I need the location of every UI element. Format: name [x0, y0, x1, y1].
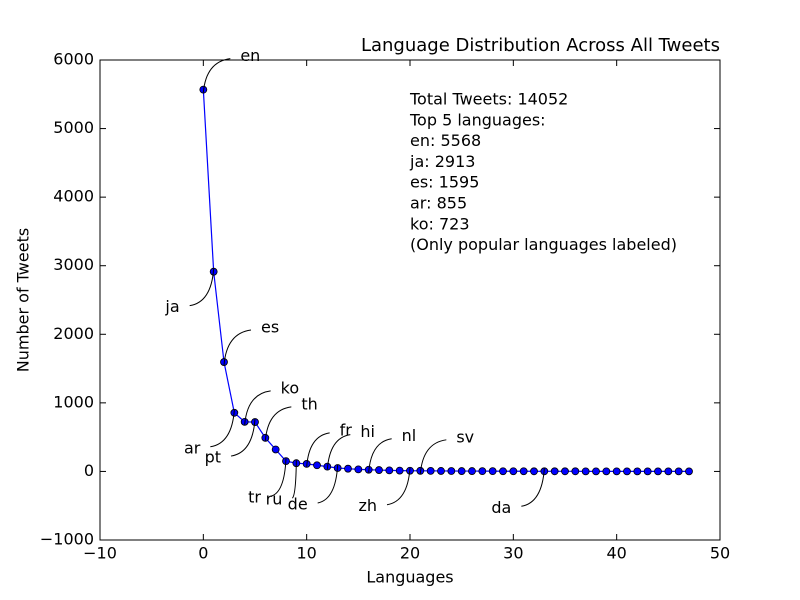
data-point — [488, 467, 497, 476]
annotation-label: en — [240, 46, 260, 65]
data-point — [437, 467, 445, 475]
data-point — [313, 461, 321, 470]
data-point — [468, 467, 476, 475]
annotation-label: nl — [402, 426, 417, 445]
x-axis-label: Languages — [366, 568, 453, 587]
annotation-label: ja — [164, 297, 179, 316]
annotation-arrow — [306, 432, 330, 467]
data-point — [561, 467, 569, 476]
info-text: ja: 2913 — [409, 152, 475, 171]
annotation-arrow — [419, 439, 447, 474]
annotation-arrow — [230, 419, 256, 457]
y-tick-label: 1000 — [53, 392, 94, 411]
x-tick-label: 0 — [198, 544, 208, 563]
annotation-label: es — [261, 318, 279, 337]
annotation-arrow — [189, 268, 215, 307]
annotation-arrow — [291, 460, 297, 499]
plot-frame — [99, 59, 721, 541]
data-point — [602, 467, 611, 476]
data-point — [457, 467, 466, 475]
annotation-label: ko — [281, 378, 299, 397]
data-point — [478, 467, 487, 476]
data-point — [571, 467, 580, 476]
data-point — [509, 467, 518, 476]
annotation-label: tr — [248, 488, 261, 507]
data-point — [633, 467, 642, 476]
y-tick-label: 4000 — [53, 187, 94, 206]
info-text: es: 1595 — [410, 173, 479, 192]
data-point — [654, 467, 662, 476]
data-point — [530, 467, 538, 476]
info-text: ar: 855 — [410, 194, 467, 213]
annotation-label: pt — [205, 448, 221, 467]
data-point — [592, 467, 600, 476]
x-tick-label: −10 — [83, 544, 117, 563]
annotation-arrow — [521, 468, 545, 507]
x-tick-label: 30 — [503, 544, 523, 563]
annotation-label: ru — [266, 490, 283, 509]
annotation-label: de — [288, 495, 308, 514]
info-text: (Only popular languages labeled) — [410, 235, 677, 254]
annotation-label: fr — [340, 420, 353, 439]
annotation-arrow — [386, 467, 411, 506]
data-point — [519, 467, 528, 476]
data-point — [674, 467, 683, 476]
x-tick-label: 40 — [606, 544, 626, 563]
annotation-label: zh — [358, 496, 377, 515]
data-point — [550, 467, 559, 476]
info-text: Total Tweets: 14052 — [409, 90, 568, 109]
annotation-arrow — [270, 458, 287, 497]
data-point — [643, 467, 652, 476]
info-text: ko: 723 — [410, 214, 470, 233]
y-tick-label: 2000 — [53, 324, 94, 343]
chart-title: Language Distribution Across All Tweets — [361, 35, 720, 56]
info-text: Top 5 languages: — [409, 110, 546, 129]
data-point — [623, 467, 631, 476]
annotation-arrow — [317, 464, 339, 504]
annotation-arrow — [210, 409, 235, 448]
info-text: en: 5568 — [410, 131, 481, 150]
data-point — [271, 445, 280, 454]
annotation-arrow — [264, 406, 292, 441]
annotation-label: ar — [184, 438, 201, 457]
data-point — [385, 466, 394, 475]
annotation-arrow — [223, 329, 252, 366]
annotation-arrow — [326, 434, 351, 470]
data-point — [612, 467, 621, 476]
x-tick-label: 50 — [710, 544, 730, 563]
data-point — [685, 467, 693, 476]
annotation-label: sv — [456, 427, 474, 446]
annotation-label: th — [301, 394, 317, 413]
annotation-label: hi — [360, 422, 375, 441]
data-point — [447, 467, 456, 475]
data-point — [499, 467, 507, 476]
annotation-arrow — [202, 58, 231, 93]
annotation-arrow — [244, 390, 271, 425]
data-point — [426, 466, 435, 475]
y-tick-label: 0 — [84, 461, 94, 480]
y-axis-label: Number of Tweets — [14, 228, 33, 372]
data-point — [344, 464, 352, 473]
data-point — [581, 467, 590, 476]
y-tick-label: 3000 — [53, 255, 94, 274]
data-point — [664, 467, 673, 476]
annotation-label: da — [491, 498, 511, 517]
data-point — [375, 466, 383, 474]
y-tick-label: 6000 — [53, 50, 94, 69]
y-tick-label: −1000 — [40, 530, 94, 549]
annotation-arrow — [368, 438, 392, 473]
data-point — [395, 466, 404, 475]
x-tick-label: 20 — [400, 544, 420, 563]
x-tick-label: 10 — [296, 544, 316, 563]
y-tick-label: 5000 — [53, 118, 94, 137]
data-point — [354, 465, 363, 474]
